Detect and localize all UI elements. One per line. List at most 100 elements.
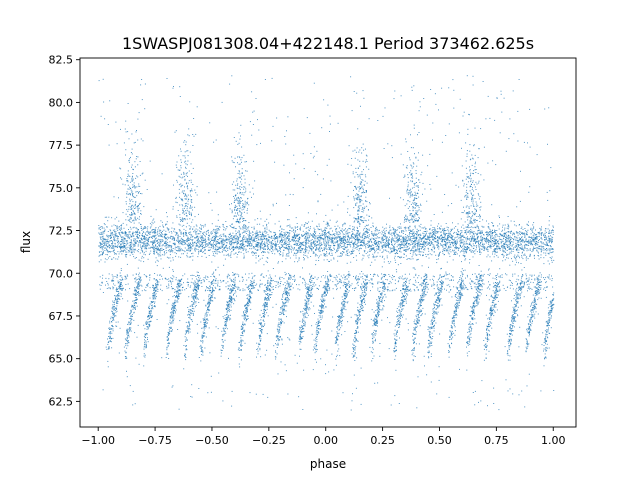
data-point — [398, 237, 400, 239]
data-point — [399, 245, 401, 247]
data-point — [189, 247, 191, 249]
data-point — [297, 248, 299, 250]
data-point — [342, 251, 344, 252]
data-point — [152, 247, 154, 249]
data-point — [287, 232, 288, 234]
data-point — [151, 224, 153, 226]
data-point — [373, 235, 375, 236]
data-point — [346, 250, 348, 252]
data-point — [466, 251, 467, 253]
data-point — [438, 253, 440, 255]
data-point — [128, 231, 130, 233]
data-point — [440, 240, 442, 242]
data-point — [448, 247, 450, 249]
data-point — [114, 253, 115, 255]
data-point — [298, 257, 300, 259]
data-point — [273, 231, 275, 233]
data-point — [466, 233, 467, 235]
data-point — [410, 241, 412, 243]
data-point — [317, 247, 319, 249]
data-point — [131, 242, 133, 244]
data-point — [339, 237, 341, 239]
data-point — [202, 240, 204, 241]
data-point — [155, 238, 157, 240]
data-point — [372, 225, 374, 227]
data-point — [274, 232, 276, 234]
data-point — [382, 245, 384, 247]
data-point — [442, 228, 444, 230]
data-point — [154, 238, 156, 240]
data-point — [214, 233, 216, 235]
data-point — [209, 235, 211, 237]
data-point — [159, 225, 161, 227]
data-point — [438, 223, 440, 225]
data-point — [412, 235, 414, 237]
data-point — [138, 242, 140, 244]
data-point — [314, 236, 316, 238]
data-point — [436, 262, 438, 264]
data-point — [521, 243, 522, 245]
data-point — [463, 236, 465, 238]
data-point — [486, 233, 488, 235]
data-point — [538, 245, 540, 247]
data-point — [295, 244, 297, 246]
data-point — [417, 245, 419, 247]
data-point — [181, 253, 183, 255]
data-point — [468, 238, 470, 240]
data-point — [298, 240, 300, 242]
data-point — [306, 242, 308, 244]
data-point — [422, 237, 424, 239]
data-point — [472, 223, 474, 225]
data-point — [323, 247, 325, 249]
data-point — [420, 243, 421, 245]
data-point — [370, 245, 372, 247]
data-point — [436, 259, 438, 260]
data-point — [488, 234, 490, 236]
data-point — [397, 264, 399, 266]
data-point — [312, 241, 314, 243]
data-point — [312, 242, 314, 244]
data-point — [357, 245, 359, 247]
data-point — [455, 245, 456, 247]
data-point — [273, 243, 275, 245]
data-point — [365, 237, 367, 239]
data-point — [374, 237, 376, 239]
data-point — [201, 244, 203, 246]
data-point — [120, 235, 122, 237]
data-point — [400, 226, 402, 228]
data-point — [289, 235, 290, 237]
data-point — [476, 224, 478, 226]
data-point — [143, 238, 145, 240]
data-point — [372, 247, 374, 249]
data-point — [216, 249, 218, 251]
data-point — [299, 242, 301, 244]
data-point — [141, 248, 143, 250]
data-point — [489, 245, 491, 247]
data-point — [260, 218, 262, 220]
data-point — [328, 231, 330, 233]
data-point — [170, 251, 172, 253]
data-point — [177, 250, 179, 252]
data-point — [519, 239, 521, 240]
data-point — [494, 239, 496, 241]
data-point — [207, 237, 209, 239]
data-point — [301, 249, 303, 251]
data-point — [305, 233, 307, 234]
data-point — [397, 250, 398, 252]
data-point — [147, 226, 149, 228]
data-point — [230, 254, 232, 256]
data-point — [379, 255, 381, 257]
data-point — [428, 236, 430, 238]
data-point — [410, 236, 412, 237]
data-point — [190, 247, 191, 249]
data-point — [313, 236, 315, 238]
data-point — [540, 250, 542, 252]
data-point — [480, 239, 482, 241]
data-point — [291, 239, 293, 241]
data-point — [112, 229, 114, 231]
data-point — [396, 252, 398, 254]
data-point — [384, 249, 386, 251]
data-point — [139, 240, 141, 242]
data-point — [299, 226, 301, 228]
data-point — [427, 235, 429, 237]
